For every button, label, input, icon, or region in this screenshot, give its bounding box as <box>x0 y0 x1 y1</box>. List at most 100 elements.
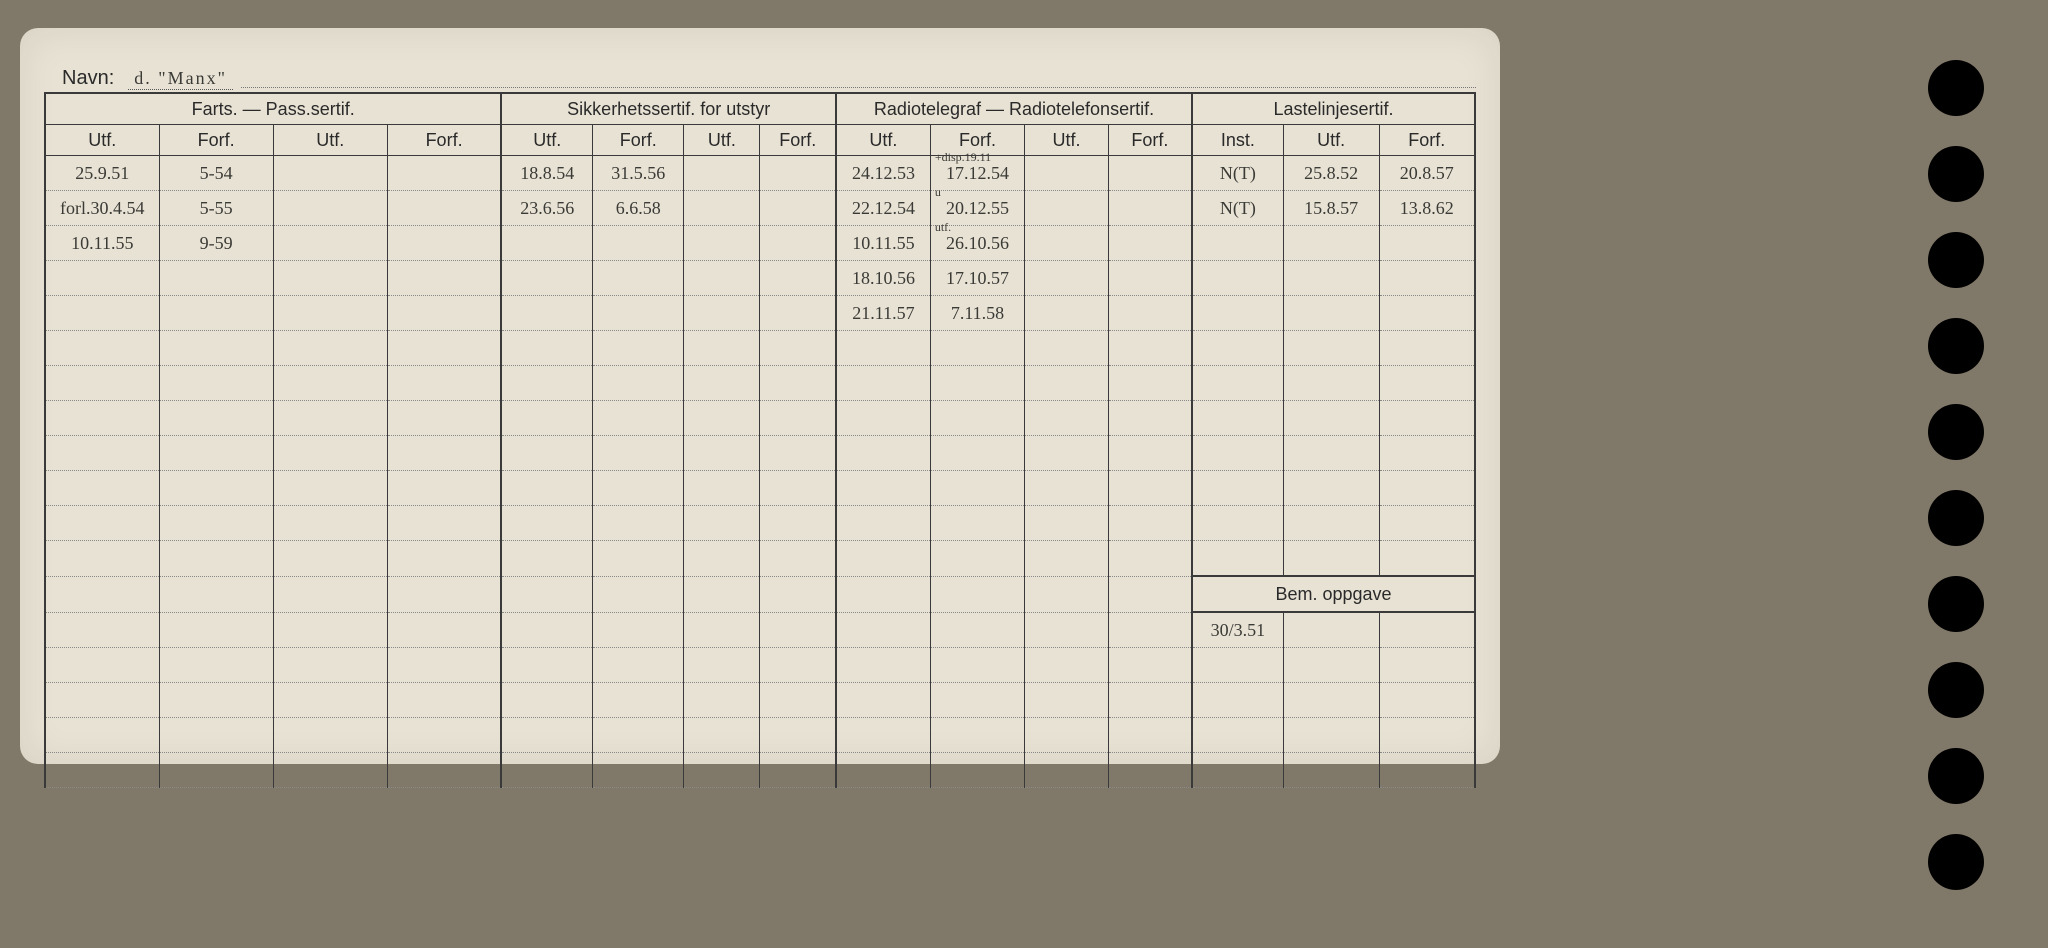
cell <box>387 541 501 577</box>
cell: 21.11.57 <box>836 296 930 331</box>
cell: N(T) <box>1192 191 1283 226</box>
handwritten-value: N(T) <box>1220 198 1256 218</box>
cell <box>1192 648 1283 683</box>
cell <box>387 612 501 648</box>
cell <box>45 683 159 718</box>
cell <box>1025 191 1109 226</box>
cell <box>1192 366 1283 401</box>
handwritten-value: 24.12.53 <box>852 163 915 183</box>
cell <box>501 261 592 296</box>
handwritten-value: 31.5.56 <box>611 163 665 183</box>
cell <box>1192 718 1283 753</box>
cell <box>273 366 387 401</box>
cell <box>1379 718 1475 753</box>
cell <box>501 401 592 436</box>
cell <box>1025 261 1109 296</box>
cell <box>1025 331 1109 366</box>
cell <box>593 753 684 788</box>
binder-hole <box>1928 490 1984 546</box>
cell <box>836 506 930 541</box>
cell: 17.12.54+disp.19.11 <box>930 156 1024 191</box>
cell <box>1108 648 1192 683</box>
cell <box>1379 331 1475 366</box>
cell <box>387 471 501 506</box>
sub-utf: Utf. <box>1283 125 1379 156</box>
navn-label: Navn: <box>62 67 114 90</box>
cell <box>501 471 592 506</box>
cell <box>930 366 1024 401</box>
sub-utf: Utf. <box>273 125 387 156</box>
cell <box>684 331 760 366</box>
cell <box>760 576 836 612</box>
bem-oppgave-header: Bem. oppgave <box>1192 576 1475 612</box>
cell <box>1192 506 1283 541</box>
cell <box>387 296 501 331</box>
cell <box>501 753 592 788</box>
cell <box>501 226 592 261</box>
cell <box>593 331 684 366</box>
cell: 5-55 <box>159 191 273 226</box>
cell <box>836 401 930 436</box>
handwritten-value: 9-59 <box>200 233 233 253</box>
sub-forf: Forf. <box>1379 125 1475 156</box>
cell <box>1192 296 1283 331</box>
cell: forl.30.4.54 <box>45 191 159 226</box>
cell <box>1025 226 1109 261</box>
cell <box>684 296 760 331</box>
cell <box>684 401 760 436</box>
cell <box>684 576 760 612</box>
binder-hole <box>1928 60 1984 116</box>
cell <box>387 718 501 753</box>
cell <box>930 436 1024 471</box>
cell <box>760 683 836 718</box>
sub-forf: Forf. <box>1108 125 1192 156</box>
cell <box>1379 436 1475 471</box>
cell <box>760 541 836 577</box>
handwritten-value: N(T) <box>1220 163 1256 183</box>
cell <box>159 436 273 471</box>
cell <box>930 576 1024 612</box>
cell <box>760 648 836 683</box>
cell <box>593 718 684 753</box>
section-radio: Radiotelegraf — Radiotelefonsertif. <box>836 94 1192 125</box>
cell <box>930 753 1024 788</box>
cell <box>1108 296 1192 331</box>
cell <box>593 471 684 506</box>
cell <box>684 366 760 401</box>
cell <box>593 296 684 331</box>
index-card: Navn: d. "Manx" Farts. — Pass.sertif. Si… <box>20 28 1500 764</box>
cell <box>1108 191 1192 226</box>
cell <box>1192 331 1283 366</box>
cell <box>1283 226 1379 261</box>
cell <box>760 226 836 261</box>
cell <box>45 401 159 436</box>
cell <box>159 753 273 788</box>
cell <box>684 191 760 226</box>
cell <box>930 471 1024 506</box>
sub-forf: Forf. <box>593 125 684 156</box>
handwritten-value: 15.8.57 <box>1304 198 1358 218</box>
cell <box>45 471 159 506</box>
cell <box>45 506 159 541</box>
cell <box>501 683 592 718</box>
binder-holes <box>1928 60 1988 890</box>
sub-utf: Utf. <box>684 125 760 156</box>
navn-value: d. "Manx" <box>128 68 233 90</box>
cell <box>1379 506 1475 541</box>
cell <box>836 576 930 612</box>
sub-forf: Forf. <box>159 125 273 156</box>
sub-utf: Utf. <box>501 125 592 156</box>
cell <box>1379 612 1475 648</box>
cell <box>1025 156 1109 191</box>
cell <box>1192 226 1283 261</box>
cell <box>273 226 387 261</box>
cell <box>159 648 273 683</box>
cell <box>1108 541 1192 577</box>
cell <box>684 683 760 718</box>
cell <box>45 331 159 366</box>
cell <box>1379 683 1475 718</box>
cell <box>1379 226 1475 261</box>
cell <box>593 541 684 577</box>
cell <box>45 718 159 753</box>
cell <box>1025 753 1109 788</box>
